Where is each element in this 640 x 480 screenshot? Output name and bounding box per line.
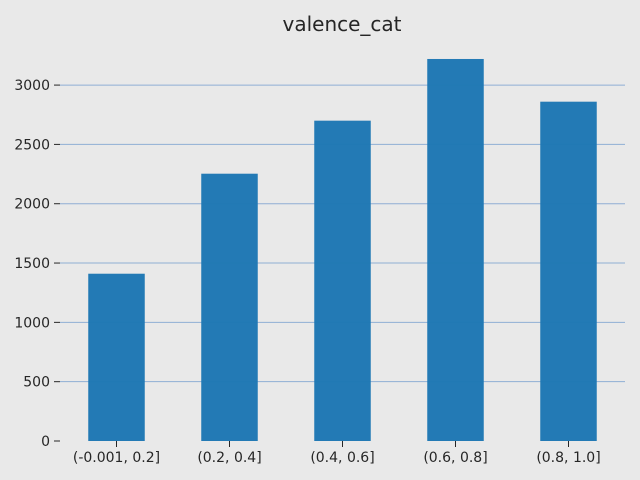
bar: [314, 120, 371, 441]
x-tick-label: (0.6, 0.8]: [423, 450, 487, 466]
chart-title: valence_cat: [282, 12, 401, 36]
bar: [540, 101, 597, 441]
bar: [201, 173, 258, 441]
y-tick-label: 500: [23, 375, 50, 391]
x-tick-label: (0.2, 0.4]: [197, 450, 261, 466]
y-axis: 0 500 1000 1500 2000 2500 3000: [14, 78, 60, 450]
x-tick-label: (0.4, 0.6]: [310, 450, 374, 466]
x-tick-label: (0.8, 1.0]: [536, 450, 600, 466]
y-tick-label: 3000: [14, 78, 50, 94]
y-tick-label: 2000: [14, 197, 50, 213]
y-tick-label: 0: [41, 434, 50, 450]
bars: [88, 58, 597, 442]
bar: [427, 58, 484, 442]
y-tick-label: 1000: [14, 315, 50, 331]
y-tick-label: 2500: [14, 137, 50, 153]
bar: [88, 273, 145, 441]
y-tick-label: 1500: [14, 256, 50, 272]
x-axis: (-0.001, 0.2] (0.2, 0.4] (0.4, 0.6] (0.6, 0…: [73, 441, 601, 466]
x-tick-label: (-0.001, 0.2]: [73, 450, 160, 466]
